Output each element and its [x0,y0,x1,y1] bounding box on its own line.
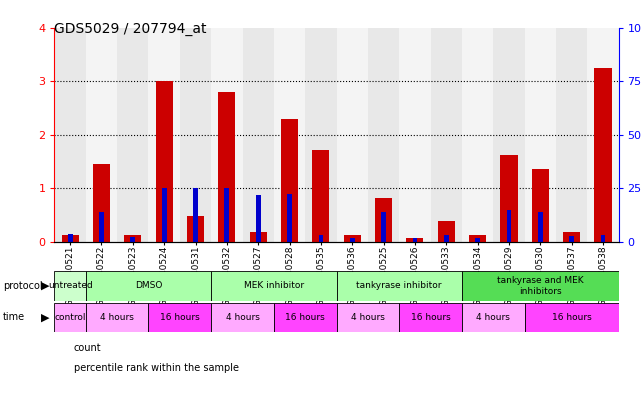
Bar [256,195,260,242]
Bar [68,234,72,242]
Bar [431,28,462,242]
Bar [54,28,86,242]
Bar [86,303,149,332]
Bar [399,28,431,242]
Bar [187,216,204,242]
Bar [337,28,368,242]
Bar [368,28,399,242]
Text: percentile rank within the sample: percentile rank within the sample [74,363,238,373]
Bar [224,188,229,242]
Bar [149,303,211,332]
Bar [54,303,86,332]
Bar [594,68,612,242]
Text: time: time [3,312,26,322]
Bar [538,212,542,242]
Bar [469,235,486,242]
Bar [312,150,329,242]
Bar [211,303,274,332]
Bar [131,237,135,242]
Bar [524,303,619,332]
Bar [162,188,167,242]
Text: ▶: ▶ [41,281,49,291]
Bar [475,238,480,242]
Text: 4 hours: 4 hours [351,313,385,322]
Text: 16 hours: 16 hours [160,313,200,322]
Bar [563,232,580,242]
Bar [438,221,455,242]
Text: 16 hours: 16 hours [411,313,451,322]
Bar [305,28,337,242]
Text: ▶: ▶ [41,312,49,322]
Bar [242,28,274,242]
Bar [506,209,512,242]
Bar [62,235,79,242]
Bar [319,235,323,242]
Bar [337,271,462,301]
Bar [249,232,267,242]
Bar [86,28,117,242]
Text: 16 hours: 16 hours [285,313,325,322]
Bar [86,271,211,301]
Bar [281,119,298,242]
Bar [462,28,493,242]
Bar [218,92,235,242]
Text: 4 hours: 4 hours [100,313,134,322]
Bar [399,303,462,332]
Text: tankyrase and MEK
inhibitors: tankyrase and MEK inhibitors [497,276,583,296]
Bar [350,238,354,242]
Text: MEK inhibitor: MEK inhibitor [244,281,304,290]
Bar [569,236,574,242]
Text: 16 hours: 16 hours [552,313,592,322]
Bar [462,271,619,301]
Bar [99,212,104,242]
Bar [156,81,173,242]
Text: GDS5029 / 207794_at: GDS5029 / 207794_at [54,22,207,36]
Bar [274,28,305,242]
Bar [124,235,142,242]
Bar [500,155,517,242]
Bar [211,28,242,242]
Bar [462,303,524,332]
Bar [54,271,86,301]
Bar [211,271,337,301]
Bar [117,28,149,242]
Bar [149,28,180,242]
Bar [193,188,198,242]
Bar [180,28,211,242]
Bar [524,28,556,242]
Text: control: control [54,313,86,322]
Bar [344,235,361,242]
Bar [274,303,337,332]
Text: 4 hours: 4 hours [476,313,510,322]
Text: tankyrase inhibitor: tankyrase inhibitor [356,281,442,290]
Bar [93,164,110,242]
Text: untreated: untreated [48,281,92,290]
Bar [413,239,417,242]
Bar [375,198,392,242]
Bar [406,239,424,242]
Bar [587,28,619,242]
Text: count: count [74,343,101,353]
Bar [531,169,549,242]
Bar [601,235,605,242]
Bar [287,193,292,242]
Bar [556,28,587,242]
Text: 4 hours: 4 hours [226,313,260,322]
Text: protocol: protocol [3,281,43,291]
Text: DMSO: DMSO [135,281,162,290]
Bar [444,235,449,242]
Bar [493,28,524,242]
Bar [337,303,399,332]
Bar [381,212,386,242]
